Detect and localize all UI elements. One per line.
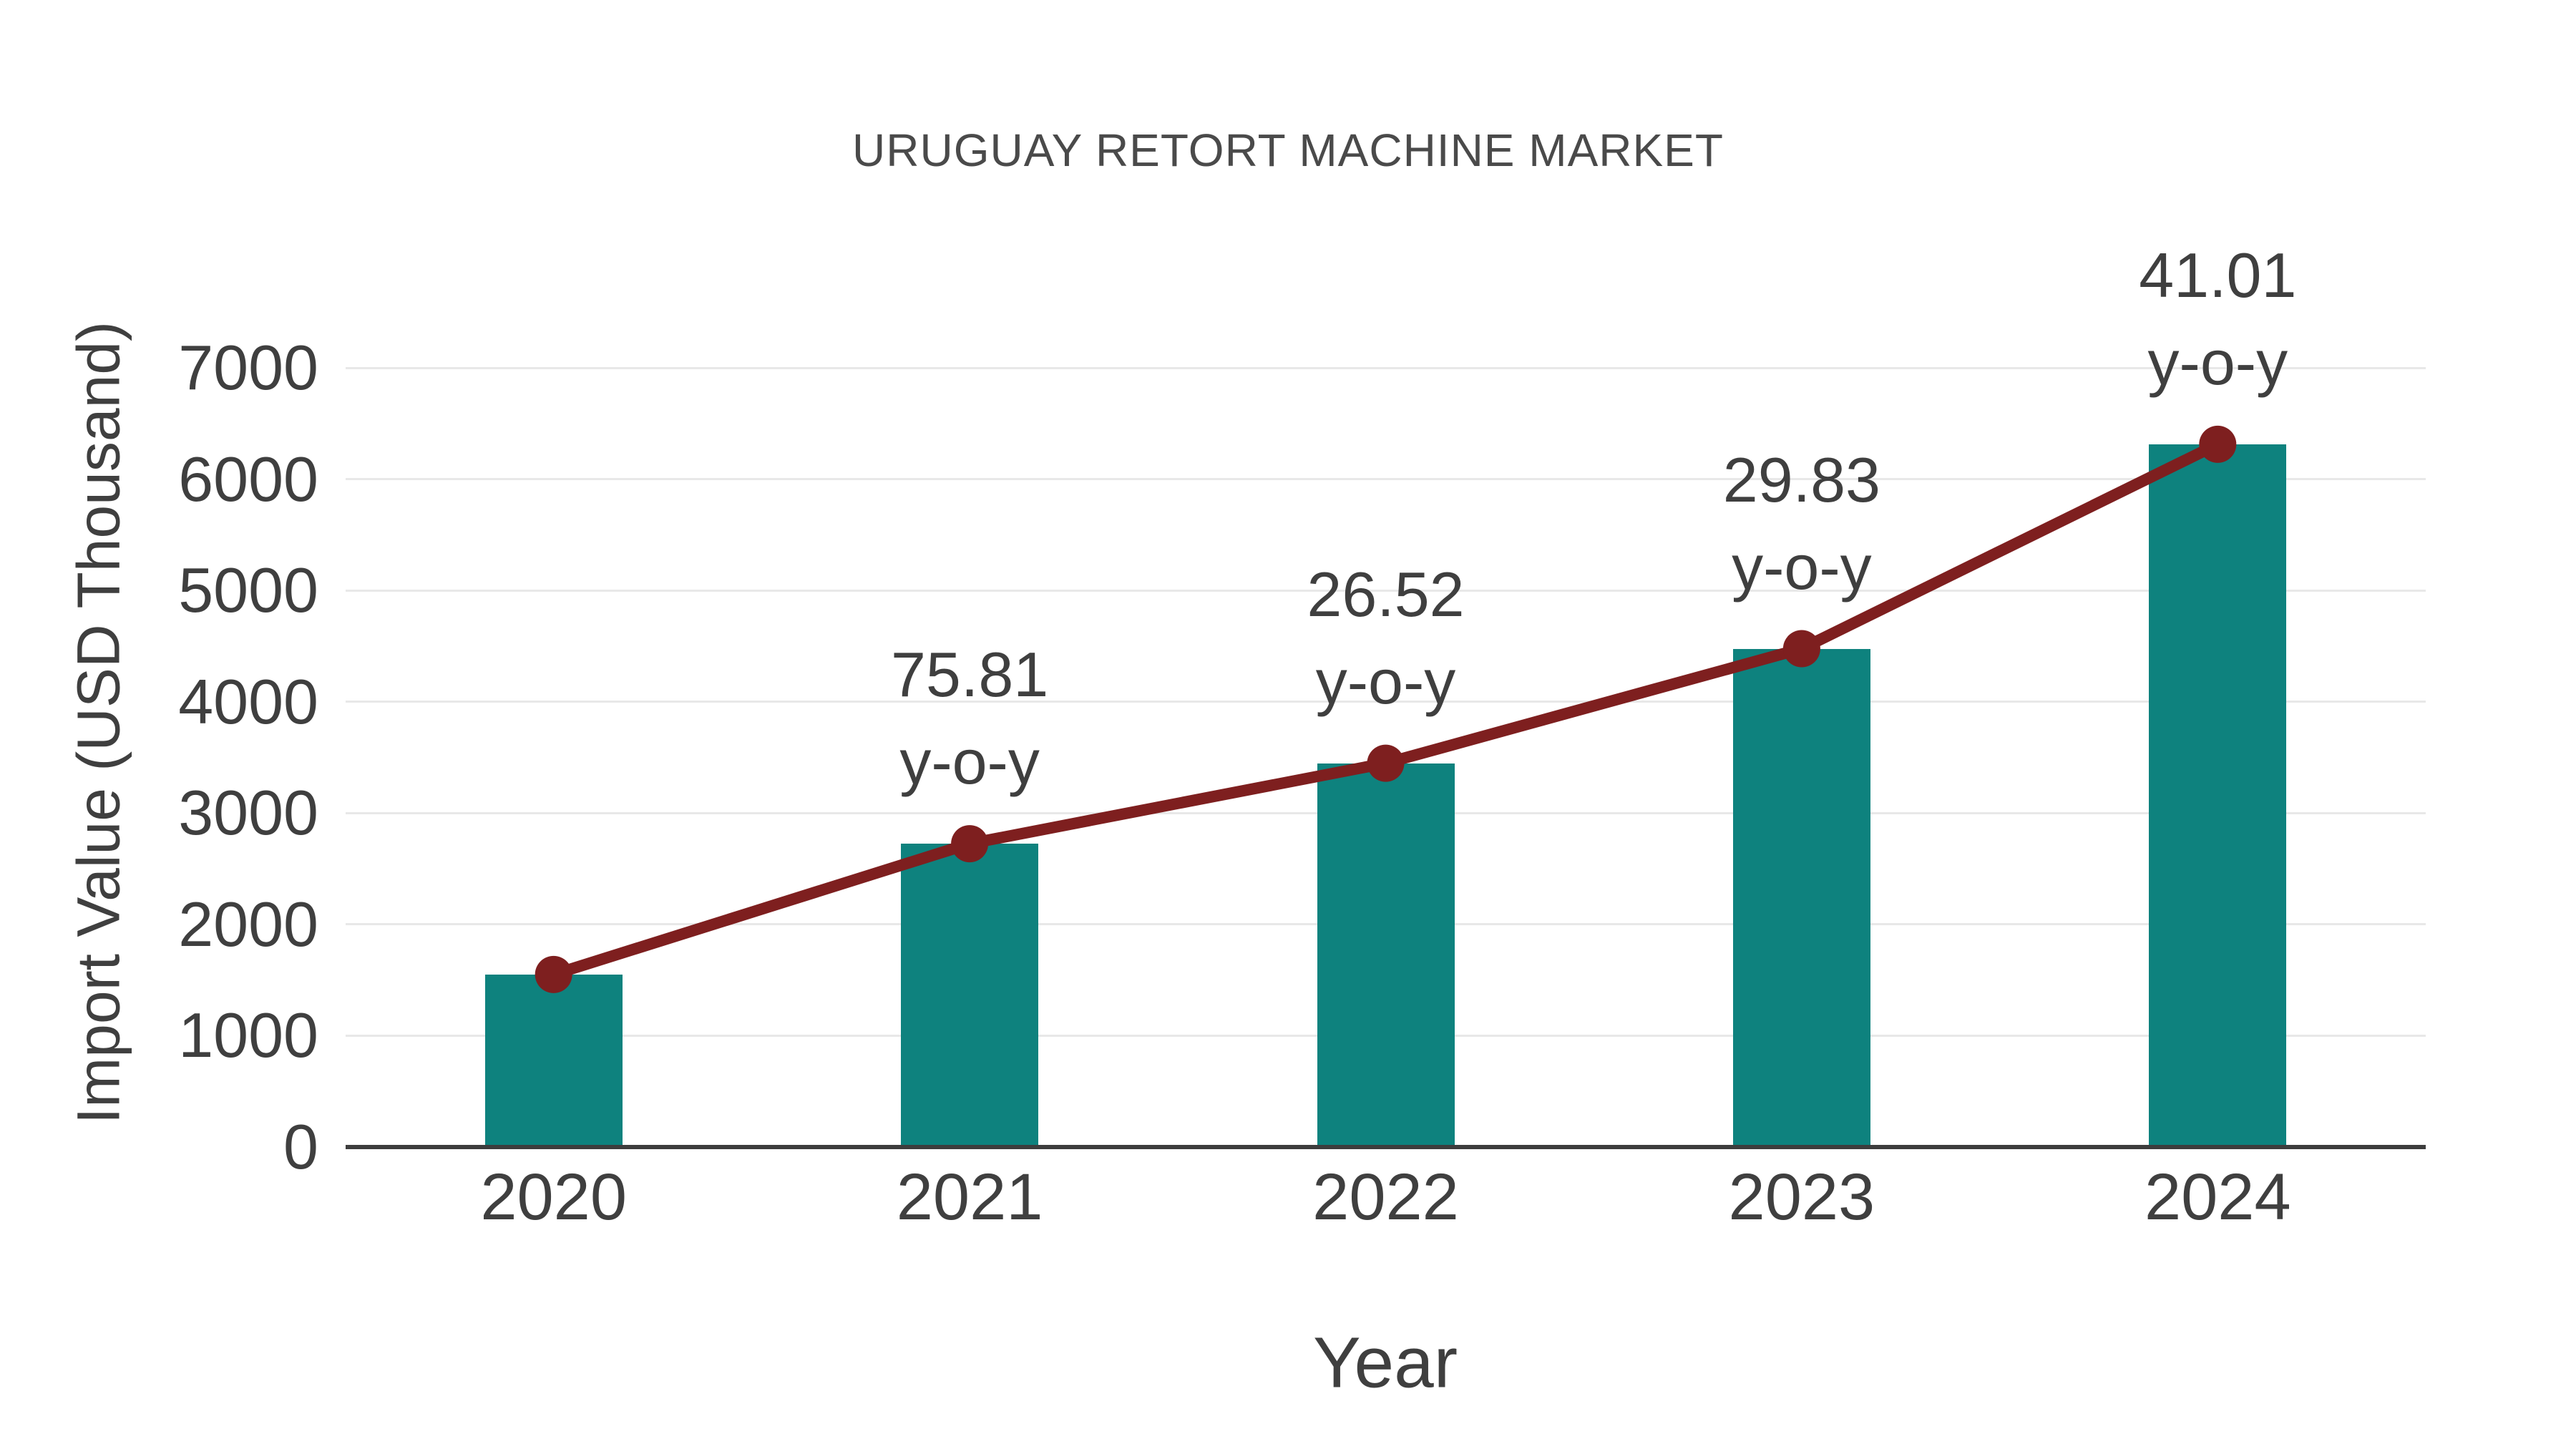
bar-2022	[1317, 763, 1455, 1147]
yoy-value: 26.52	[1307, 558, 1465, 630]
yoy-suffix: y-o-y	[1732, 531, 1872, 602]
y-tick-label-2000: 2000	[178, 888, 318, 960]
x-tick-label-2020: 2020	[480, 1161, 628, 1234]
bar-2021	[901, 844, 1039, 1147]
data-point-marker-2024	[2199, 425, 2237, 463]
yoy-line-series	[535, 425, 2237, 993]
grid-line	[346, 701, 2426, 703]
yoy-value: 29.83	[1722, 444, 1880, 515]
x-tick-label-2023: 2023	[1728, 1161, 1875, 1234]
yoy-label-2023: 29.83 y-o-y	[1587, 436, 2016, 611]
yoy-suffix: y-o-y	[899, 726, 1040, 798]
data-point-marker-2022	[1367, 744, 1405, 782]
y-tick-label-7000: 7000	[178, 332, 318, 403]
yoy-value: 75.81	[890, 639, 1049, 711]
plot-area	[346, 366, 2426, 1149]
chart-title: URUGUAY RETORT MACHINE MARKET	[852, 125, 1724, 176]
grid-line	[346, 589, 2426, 592]
x-axis-line	[346, 1145, 2426, 1149]
grid-line	[346, 366, 2426, 369]
y-tick-label-6000: 6000	[178, 443, 318, 514]
y-tick-label-4000: 4000	[178, 665, 318, 737]
bar-2024	[2149, 444, 2287, 1147]
yoy-value: 41.01	[2139, 239, 2297, 311]
bar-2023	[1732, 648, 1870, 1147]
grid-line	[346, 478, 2426, 481]
yoy-label-2021: 75.81 y-o-y	[755, 631, 1184, 806]
yoy-suffix: y-o-y	[2147, 326, 2288, 398]
yoy-label-2024: 41.01 y-o-y	[2003, 232, 2432, 406]
yoy-label-2022: 26.52 y-o-y	[1171, 551, 1601, 726]
data-point-marker-2020	[535, 955, 572, 993]
data-point-marker-2023	[1782, 630, 1820, 668]
x-tick-label-2022: 2022	[1312, 1161, 1459, 1234]
bar-2020	[484, 974, 623, 1147]
x-tick-label-2021: 2021	[896, 1161, 1043, 1234]
data-point-marker-2021	[951, 825, 989, 863]
y-tick-label-5000: 5000	[178, 555, 318, 626]
y-tick-label-0: 0	[283, 1111, 318, 1182]
x-tick-label-2024: 2024	[2144, 1161, 2291, 1234]
y-tick-label-3000: 3000	[178, 777, 318, 849]
y-tick-label-1000: 1000	[178, 1000, 318, 1071]
x-axis-title: Year	[1312, 1322, 1458, 1403]
yoy-suffix: y-o-y	[1315, 645, 1456, 717]
